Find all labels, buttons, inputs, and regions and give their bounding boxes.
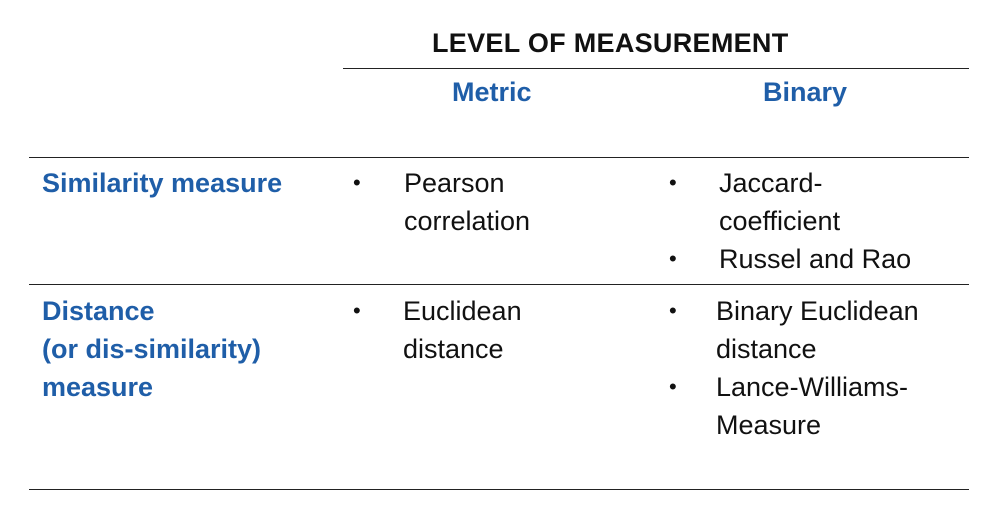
item-line: correlation: [404, 206, 531, 236]
column-header-metric: Metric: [452, 77, 532, 107]
list-item: • Binary Euclidean distance: [666, 292, 919, 368]
item-line: Binary Euclidean: [716, 296, 919, 326]
row-header-line: Similarity measure: [42, 168, 283, 198]
row-header-line: Distance: [42, 296, 155, 326]
bullet-icon: •: [669, 170, 677, 195]
list-item: • Pearson correlation: [350, 164, 530, 240]
item-line: coefficient: [719, 206, 841, 236]
table-super-header: LEVEL OF MEASUREMENT: [432, 28, 789, 58]
row-rule-top: [29, 157, 969, 158]
item-line: Jaccard-: [719, 168, 823, 198]
row-header-similarity: Similarity measure: [42, 164, 282, 202]
item-line: Pearson: [404, 168, 505, 198]
item-line: Russel and Rao: [719, 244, 912, 274]
bullet-icon: •: [669, 298, 677, 323]
cell-similarity-metric: • Pearson correlation: [350, 164, 530, 240]
bullet-icon: •: [353, 298, 361, 323]
list-item: • Euclidean distance: [350, 292, 522, 368]
bullet-icon: •: [669, 374, 677, 399]
item-line: distance: [403, 334, 504, 364]
row-header-distance: Distance (or dis-similarity) measure: [42, 292, 261, 406]
item-line: Euclidean: [403, 296, 522, 326]
header-rule: [343, 68, 969, 69]
item-line: Measure: [716, 410, 822, 440]
list-item: • Russel and Rao: [666, 240, 911, 278]
cell-similarity-binary: • Jaccard- coefficient • Russel and Rao: [666, 164, 911, 278]
bullet-icon: •: [669, 246, 677, 271]
list-item: • Lance-Williams- Measure: [666, 368, 919, 444]
item-line: distance: [716, 334, 817, 364]
row-rule-middle: [29, 284, 969, 285]
cell-distance-metric: • Euclidean distance: [350, 292, 522, 368]
cell-distance-binary: • Binary Euclidean distance • Lance-Will…: [666, 292, 919, 444]
bullet-icon: •: [353, 170, 361, 195]
row-header-line: measure: [42, 372, 154, 402]
item-line: Lance-Williams-: [716, 372, 909, 402]
column-header-binary: Binary: [763, 77, 848, 107]
row-header-line: (or dis-similarity): [42, 334, 262, 364]
row-rule-bottom: [29, 489, 969, 490]
list-item: • Jaccard- coefficient: [666, 164, 911, 240]
